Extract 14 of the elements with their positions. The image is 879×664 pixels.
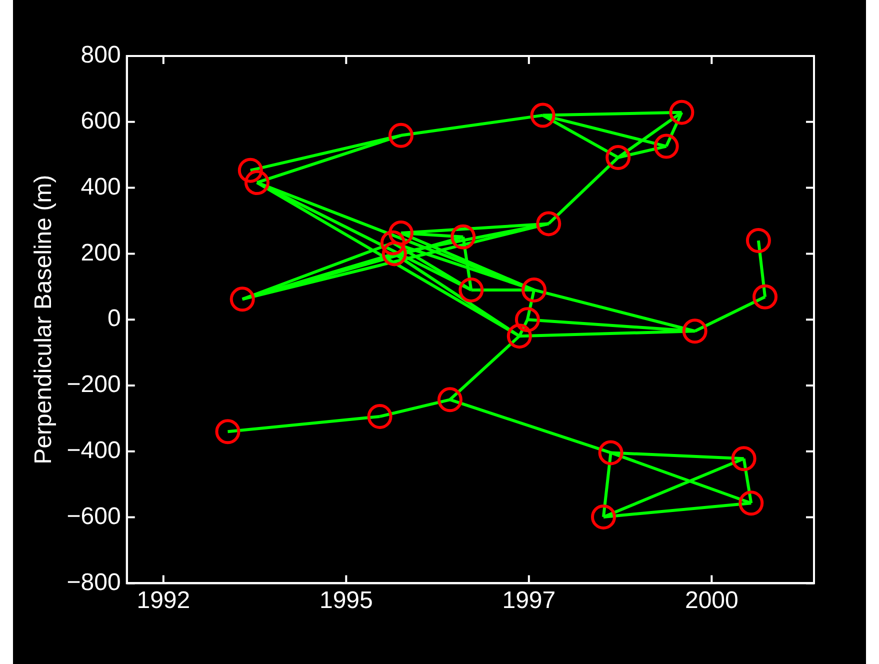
y-tick-label: −200 [66,371,121,398]
x-tick-label: 1992 [136,587,190,614]
y-tick-label: 0 [108,305,121,332]
y-tick-label: 800 [80,42,121,69]
y-tick-label: 400 [80,173,121,200]
y-tick-label: −400 [66,437,121,464]
y-tick-label: 200 [80,239,121,266]
y-tick-label: −600 [66,502,121,530]
x-tick-label: 2000 [684,587,738,614]
x-tick-label: 1997 [502,587,556,614]
y-tick-label: −800 [66,568,121,596]
x-tick-label: 1995 [319,587,373,614]
y-axis-title: Perpendicular Baseline (m) [30,174,58,464]
y-tick-label: 600 [80,108,121,135]
